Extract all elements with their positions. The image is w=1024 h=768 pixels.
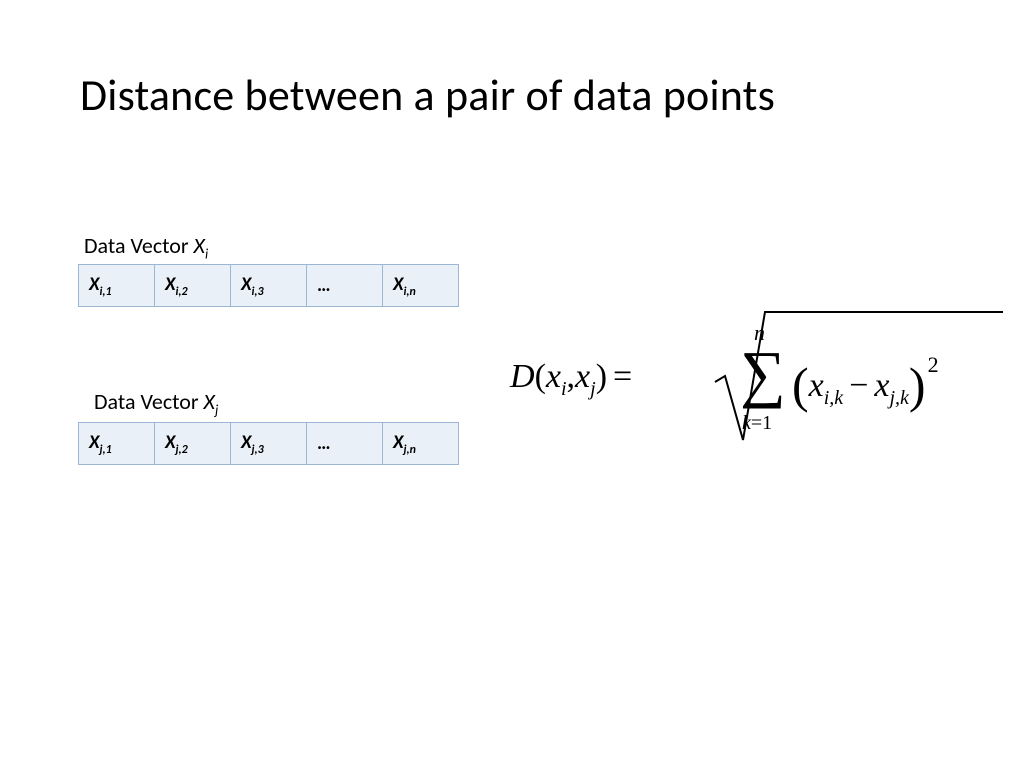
vector-cell: Xj,2 [155, 423, 231, 465]
vector-cell-dots: … [307, 423, 383, 465]
vector-i-table: Xi,1 Xi,2 Xi,3 … Xi,n [78, 264, 459, 307]
vector-j-var: X [204, 388, 215, 415]
vector-cell: Xj,1 [79, 423, 155, 465]
vector-j-label-prefix: Data Vector [94, 388, 204, 415]
vector-i-label-prefix: Data Vector [84, 232, 194, 259]
vector-cell: Xi,3 [231, 265, 307, 307]
vector-j-label: Data Vector Xj [94, 388, 218, 418]
vector-j-table: Xj,1 Xj,2 Xj,3 … Xj,n [78, 422, 459, 465]
vector-cell: Xi,1 [79, 265, 155, 307]
vector-j-sub: j [215, 401, 218, 418]
vector-cell-dots: … [307, 265, 383, 307]
formula-lhs: D(xi,xj)= [510, 358, 638, 401]
table-row: Xj,1 Xj,2 Xj,3 … Xj,n [79, 423, 459, 465]
sigma-icon: ∑ [740, 342, 786, 406]
vector-i-label: Data Vector Xi [84, 232, 208, 262]
formula-sum: n ∑ k=1 (xi,k−xj,k)2 [740, 314, 1010, 454]
vector-i-sub: i [205, 245, 208, 262]
vector-cell: Xi,2 [155, 265, 231, 307]
vector-i-var: X [194, 232, 205, 259]
slide: Distance between a pair of data points D… [0, 0, 1024, 768]
distance-formula: D(xi,xj)= n ∑ k=1 (xi,k−xj,k)2 [510, 300, 1010, 480]
slide-title: Distance between a pair of data points [80, 68, 775, 122]
vector-cell: Xi,n [383, 265, 459, 307]
vector-cell: Xj,3 [231, 423, 307, 465]
vector-cell: Xj,n [383, 423, 459, 465]
table-row: Xi,1 Xi,2 Xi,3 … Xi,n [79, 265, 459, 307]
formula-term: (xi,k−xj,k)2 [792, 350, 937, 410]
sum-lower-limit: k=1 [742, 412, 772, 435]
